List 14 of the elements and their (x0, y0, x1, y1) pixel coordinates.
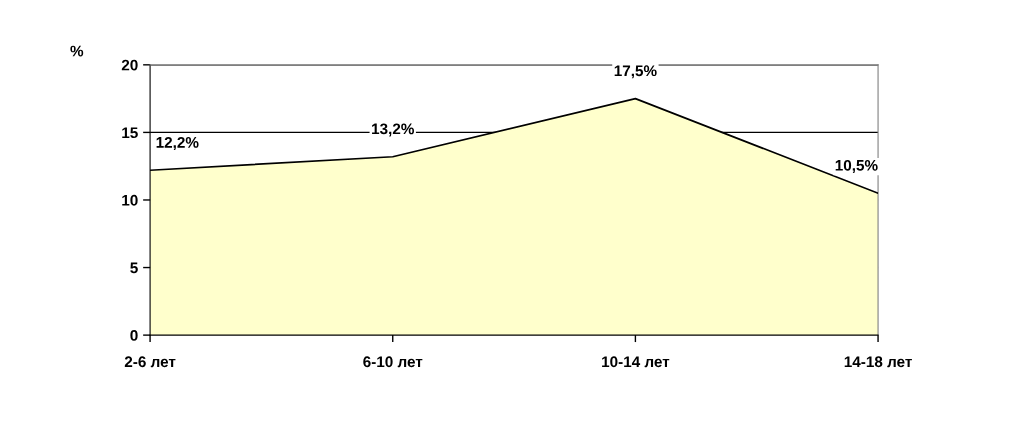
text: 12,2% (156, 136, 199, 150)
y-tick-label: 20 (121, 59, 138, 71)
text: 10,5% (835, 159, 878, 173)
text: 17,5% (614, 65, 657, 79)
text: 13,2% (372, 123, 414, 137)
y-tick-label: 10 (122, 194, 138, 206)
x-tick-label: 14-18 лет (844, 356, 912, 368)
x-tick-label: 2-6 лет (124, 356, 176, 368)
y-tick-label: 15 (122, 127, 138, 139)
x-tick-label: 6-10 лет (363, 356, 423, 368)
y-tick-label: 0 (130, 329, 138, 341)
y-tick-label: 5 (130, 262, 138, 274)
y-axis-title: % (70, 45, 84, 57)
x-tick-label: 10-14 лет (602, 356, 670, 368)
